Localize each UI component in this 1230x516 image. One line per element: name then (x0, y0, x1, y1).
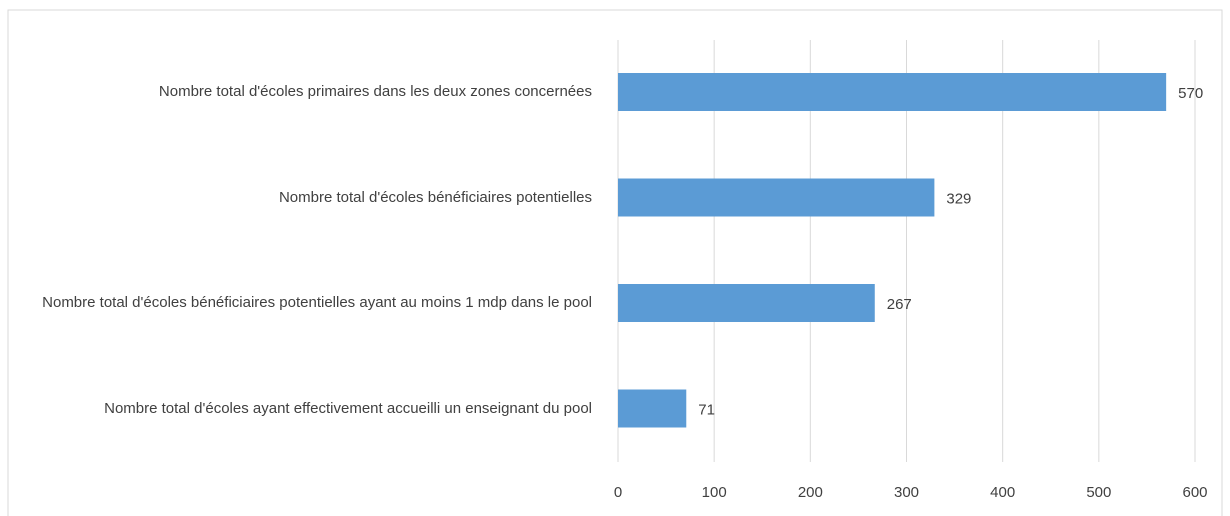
value-label: 329 (946, 190, 971, 207)
value-label: 71 (698, 401, 715, 418)
bar (618, 178, 935, 217)
value-label: 267 (887, 296, 912, 313)
y-tick-label: Nombre total d'écoles ayant effectivemen… (104, 399, 592, 417)
bar (618, 73, 1167, 111)
value-label: 570 (1178, 85, 1203, 102)
x-tick-label: 300 (894, 484, 919, 501)
y-tick-label: Nombre total d'écoles bénéficiaires pote… (42, 294, 592, 311)
x-tick-label: 0 (614, 484, 622, 501)
bar (618, 389, 687, 428)
bar (618, 284, 875, 322)
y-tick-label: Nombre total d'écoles bénéficiaires pote… (278, 188, 592, 206)
x-tick-label: 400 (990, 484, 1015, 501)
y-tick-label: Nombre total d'écoles primaires dans les… (158, 83, 592, 100)
x-tick-label: 500 (1086, 484, 1111, 501)
x-tick-label: 100 (702, 484, 727, 501)
x-tick-label: 600 (1182, 484, 1207, 501)
x-tick-label: 200 (798, 484, 823, 501)
chart-border (7, 9, 1223, 516)
